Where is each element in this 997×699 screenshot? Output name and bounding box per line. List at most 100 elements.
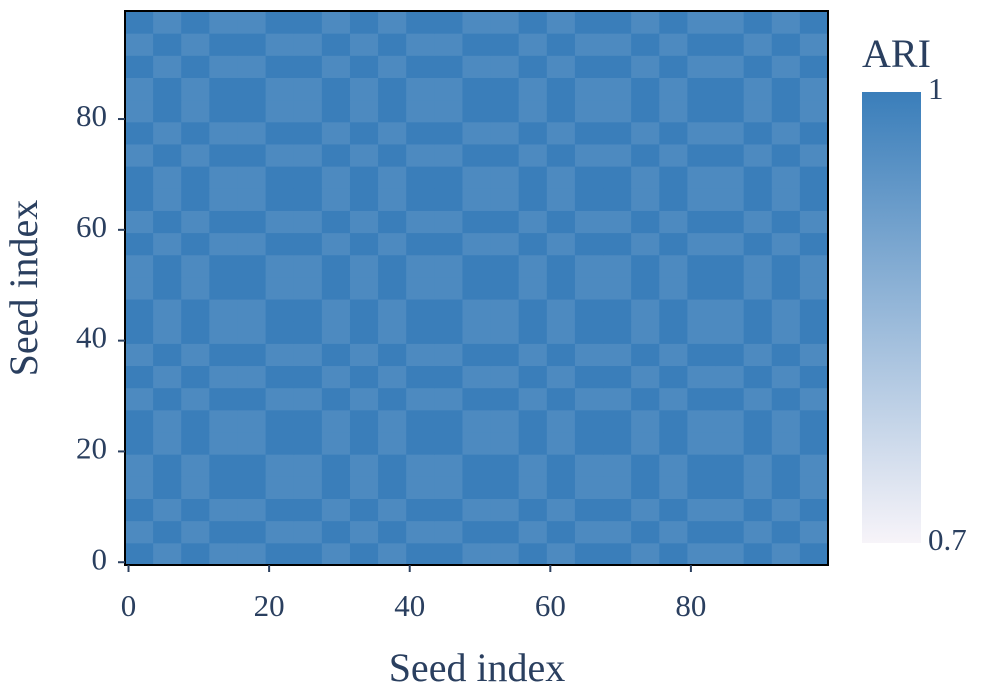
heatmap-cell	[687, 498, 717, 522]
heatmap-cell	[237, 11, 267, 34]
heatmap-cell	[574, 276, 604, 300]
heatmap-cell	[715, 232, 745, 256]
heatmap-cell	[631, 498, 660, 522]
heatmap-cell	[125, 321, 154, 344]
heatmap-cell	[209, 387, 238, 411]
heatmap-cell	[434, 232, 463, 256]
heatmap-cell	[349, 121, 379, 145]
heatmap-cell	[265, 77, 295, 101]
heatmap-cell	[321, 188, 351, 211]
heatmap-cell	[659, 188, 688, 211]
heatmap-cell	[434, 276, 463, 300]
heatmap-cell	[799, 188, 829, 211]
heatmap-cell	[153, 387, 182, 411]
heatmap-cell	[799, 143, 829, 167]
heatmap-cell	[574, 99, 604, 123]
heatmap-cell	[265, 210, 295, 234]
heatmap-cell	[125, 498, 154, 522]
heatmap-cell	[293, 166, 323, 189]
heatmap-cell	[434, 99, 463, 123]
heatmap-cell	[771, 387, 801, 411]
heatmap-cell	[321, 254, 351, 278]
heatmap-cell	[490, 166, 520, 189]
heatmap-cell	[518, 498, 548, 522]
heatmap-cell	[378, 55, 407, 78]
heatmap-cell	[181, 232, 210, 256]
heatmap-cell	[631, 432, 660, 455]
heatmap-cell	[490, 542, 520, 566]
heatmap-cell	[321, 210, 351, 234]
heatmap-cell	[518, 77, 548, 101]
heatmap-cell	[659, 232, 688, 256]
heatmap-cell	[378, 143, 407, 167]
heatmap-cell	[237, 432, 267, 455]
heatmap-cell	[125, 343, 154, 367]
heatmap-cell	[209, 77, 238, 101]
heatmap-cell	[631, 276, 660, 300]
heatmap-cell	[321, 166, 351, 189]
heatmap-cell	[715, 365, 745, 389]
heatmap-cell	[209, 476, 238, 500]
y-tick-label: 20	[76, 431, 107, 466]
heatmap-cell	[209, 343, 238, 367]
heatmap-cell	[181, 143, 210, 167]
heatmap-cell	[181, 321, 210, 344]
heatmap-cell	[715, 11, 745, 34]
heatmap-cell	[237, 33, 267, 56]
heatmap-cell	[546, 143, 576, 167]
heatmap-cell	[603, 143, 632, 167]
heatmap-cell	[181, 476, 210, 500]
heatmap-cell	[546, 210, 576, 234]
heatmap-cell	[574, 33, 604, 56]
heatmap-cell	[406, 232, 435, 256]
heatmap-cell	[406, 254, 435, 278]
heatmap-cell	[321, 476, 351, 500]
heatmap-cell	[434, 321, 463, 344]
heatmap-cell	[265, 365, 295, 389]
heatmap-cell	[659, 432, 688, 455]
heatmap-cell	[799, 55, 829, 78]
heatmap-cell	[518, 299, 548, 322]
heatmap-cell	[490, 321, 520, 344]
heatmap-cell	[209, 409, 238, 433]
heatmap-cell	[743, 121, 773, 145]
heatmap-cell	[209, 432, 238, 455]
heatmap-cell	[406, 387, 435, 411]
heatmap-cell	[378, 542, 407, 566]
heatmap-cell	[406, 77, 435, 101]
heatmap-cell	[771, 143, 801, 167]
heatmap-cell	[518, 321, 548, 344]
heatmap-cell	[125, 33, 154, 56]
heatmap-cell	[181, 432, 210, 455]
heatmap-cell	[293, 11, 323, 34]
heatmap-cell	[125, 143, 154, 167]
y-tick-label: 40	[76, 320, 107, 355]
heatmap-cell	[603, 476, 632, 500]
heatmap-cell	[603, 321, 632, 344]
heatmap-cell	[715, 55, 745, 78]
heatmap-cell	[434, 121, 463, 145]
heatmap-cell	[771, 276, 801, 300]
heatmap-cell	[574, 454, 604, 477]
heatmap-cell	[799, 432, 829, 455]
heatmap-cell	[181, 498, 210, 522]
heatmap-cell	[153, 254, 182, 278]
heatmap-cell	[406, 343, 435, 367]
heatmap-cell	[743, 498, 773, 522]
heatmap-cell	[771, 77, 801, 101]
heatmap-cell	[518, 365, 548, 389]
heatmap-cell	[799, 210, 829, 234]
heatmap-cell	[209, 365, 238, 389]
heatmap-cell	[687, 299, 717, 322]
heatmap-cell	[546, 321, 576, 344]
heatmap-cell	[434, 387, 463, 411]
heatmap-cell	[378, 254, 407, 278]
heatmap-cell	[771, 299, 801, 322]
heatmap-cell	[293, 77, 323, 101]
heatmap-cell	[125, 55, 154, 78]
heatmap-cell	[153, 343, 182, 367]
heatmap-cell	[462, 166, 492, 189]
heatmap-cell	[293, 476, 323, 500]
heatmap-cell	[743, 409, 773, 433]
